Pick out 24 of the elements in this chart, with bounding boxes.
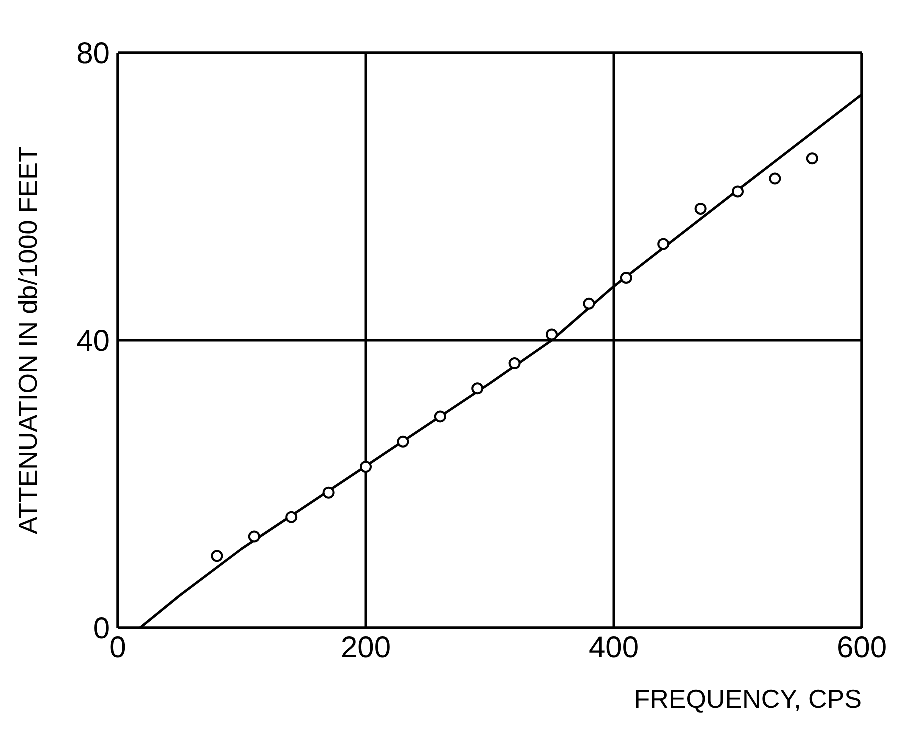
point [397, 436, 410, 448]
y-axis-title: ATTENUATION IN db/1000 FEET [13, 146, 44, 534]
point [806, 152, 818, 165]
point [546, 328, 558, 341]
x-tick-label: 600 [836, 631, 888, 664]
x-axis-title: FREQUENCY, CPS [634, 684, 862, 714]
x-tick-label: 400 [588, 631, 640, 664]
point [360, 461, 372, 473]
point [769, 172, 782, 185]
y-tick-label: 40 [76, 325, 110, 358]
x-tick-label: 200 [340, 631, 392, 664]
y-tick-label: 80 [76, 38, 110, 71]
point [658, 238, 670, 250]
point [732, 186, 744, 198]
point [583, 298, 596, 310]
point [322, 486, 335, 499]
point [694, 202, 707, 215]
point [211, 550, 224, 562]
point [286, 511, 298, 524]
point [434, 410, 446, 423]
point [620, 272, 632, 284]
point [248, 530, 260, 543]
point [472, 382, 484, 395]
point [508, 358, 521, 370]
